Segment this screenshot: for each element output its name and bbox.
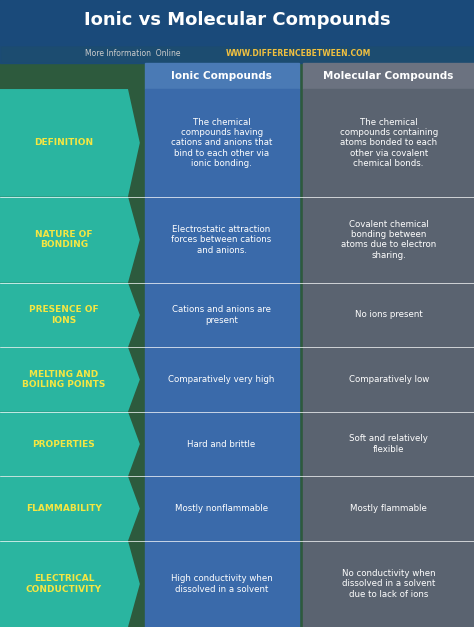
Bar: [145, 283, 299, 347]
Text: Ionic Compounds: Ionic Compounds: [171, 71, 272, 81]
Text: Mostly nonflammable: Mostly nonflammable: [175, 504, 268, 513]
Bar: [303, 412, 474, 477]
Text: High conductivity when
dissolved in a solvent: High conductivity when dissolved in a so…: [171, 574, 273, 594]
Bar: [145, 412, 299, 477]
Bar: [0, 0, 474, 45]
Bar: [0, 45, 474, 63]
Text: Comparatively low: Comparatively low: [348, 375, 429, 384]
Text: No conductivity when
dissolved in a solvent
due to lack of ions: No conductivity when dissolved in a solv…: [342, 569, 436, 599]
Text: The chemical
compounds containing
atoms bonded to each
other via covalent
chemic: The chemical compounds containing atoms …: [339, 117, 438, 168]
Text: PRESENCE OF
IONS: PRESENCE OF IONS: [29, 305, 99, 325]
Text: Soft and relatively
flexible: Soft and relatively flexible: [349, 435, 428, 454]
Polygon shape: [0, 89, 140, 197]
Polygon shape: [0, 477, 140, 541]
Bar: [303, 283, 474, 347]
Bar: [303, 197, 474, 283]
Text: Hard and brittle: Hard and brittle: [188, 440, 255, 448]
Text: WWW.DIFFERENCEBETWEEN.COM: WWW.DIFFERENCEBETWEEN.COM: [226, 50, 371, 58]
Text: Molecular Compounds: Molecular Compounds: [323, 71, 454, 81]
Polygon shape: [0, 197, 140, 283]
Polygon shape: [0, 412, 140, 477]
Bar: [303, 477, 474, 541]
Text: DEFINITION: DEFINITION: [35, 139, 93, 147]
Bar: [145, 197, 299, 283]
Text: Ionic vs Molecular Compounds: Ionic vs Molecular Compounds: [84, 11, 390, 29]
Text: NATURE OF
BONDING: NATURE OF BONDING: [35, 230, 93, 250]
Bar: [145, 89, 299, 197]
Text: More Information  Online: More Information Online: [85, 50, 181, 58]
Text: Cations and anions are
present: Cations and anions are present: [172, 305, 271, 325]
Text: Covalent chemical
bonding between
atoms due to electron
sharing.: Covalent chemical bonding between atoms …: [341, 219, 436, 260]
Text: The chemical
compounds having
cations and anions that
bind to each other via
ion: The chemical compounds having cations an…: [171, 117, 272, 168]
Text: ELECTRICAL
CONDUCTIVITY: ELECTRICAL CONDUCTIVITY: [26, 574, 102, 594]
Bar: [145, 541, 299, 627]
Text: Comparatively very high: Comparatively very high: [168, 375, 275, 384]
Bar: [145, 63, 299, 89]
Bar: [145, 347, 299, 412]
Polygon shape: [0, 541, 140, 627]
Bar: [303, 347, 474, 412]
Text: Mostly flammable: Mostly flammable: [350, 504, 427, 513]
Bar: [303, 541, 474, 627]
Bar: [145, 477, 299, 541]
Text: MELTING AND
BOILING POINTS: MELTING AND BOILING POINTS: [22, 370, 106, 389]
Polygon shape: [0, 347, 140, 412]
Text: No ions present: No ions present: [355, 310, 422, 320]
Text: PROPERTIES: PROPERTIES: [33, 440, 95, 448]
Text: Electrostatic attraction
forces between cations
and anions.: Electrostatic attraction forces between …: [172, 224, 272, 255]
Bar: [303, 63, 474, 89]
Text: FLAMMABILITY: FLAMMABILITY: [26, 504, 102, 513]
Bar: [303, 89, 474, 197]
Polygon shape: [0, 283, 140, 347]
